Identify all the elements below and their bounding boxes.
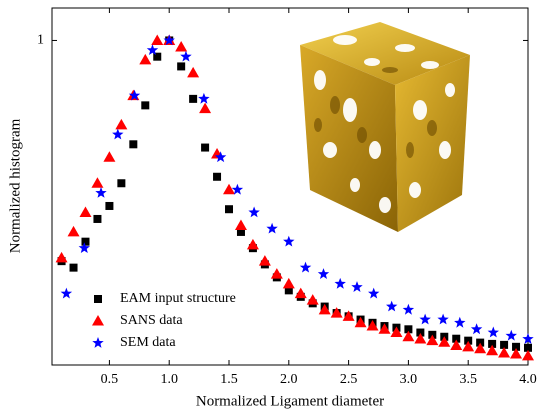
marker-triangle (295, 288, 307, 299)
marker-star (95, 187, 106, 198)
marker-triangle (498, 347, 510, 358)
marker-square (81, 238, 89, 246)
y-axis-title: Normalized histogram (7, 118, 23, 253)
marker-star (112, 129, 123, 140)
marker-triangle (510, 348, 522, 359)
x-axis-title: Normalized Ligament diameter (196, 393, 384, 409)
marker-star (266, 223, 277, 234)
marker-triangle (187, 67, 199, 78)
marker-star (419, 314, 431, 325)
marker-triangle (355, 317, 367, 328)
marker-star (454, 317, 465, 328)
legend-marker (92, 315, 104, 326)
marker-square (141, 101, 149, 109)
marker-triangle (115, 119, 127, 130)
marker-triangle (151, 34, 163, 45)
marker-square (213, 173, 221, 181)
marker-triangle (307, 294, 319, 305)
marker-star (488, 327, 499, 338)
chart: Normalized Ligament diameter Normalized … (0, 0, 539, 410)
marker-star (368, 288, 379, 299)
marker-star (403, 304, 414, 315)
marker-star (180, 51, 192, 62)
marker-star (248, 207, 259, 218)
legend-label: SEM data (120, 335, 176, 350)
marker-star (300, 262, 312, 273)
marker-triangle (139, 54, 151, 64)
marker-star (318, 268, 329, 279)
marker-square (225, 205, 233, 213)
x-tick-label: 1.0 (160, 372, 178, 387)
y-tick-label: 1 (37, 33, 44, 48)
page: {"chart_data": { "type": "scatter", "x_l… (0, 0, 539, 410)
legend-label: EAM input structure (120, 291, 236, 306)
x-tick-label: 0.5 (101, 372, 119, 387)
marker-triangle (331, 307, 343, 318)
marker-square (129, 140, 137, 148)
marker-star (61, 288, 73, 299)
x-tick-label: 4.0 (519, 372, 537, 387)
marker-star (471, 323, 482, 334)
marker-triangle (522, 350, 534, 361)
marker-square (93, 215, 101, 223)
foam-cube-image (300, 22, 470, 232)
marker-triangle (378, 323, 390, 334)
marker-star (283, 236, 294, 247)
marker-square (117, 179, 125, 187)
marker-star (506, 330, 518, 341)
marker-triangle (199, 103, 211, 114)
x-tick-label: 3.5 (459, 372, 477, 387)
marker-triangle (402, 331, 414, 342)
marker-square (201, 144, 209, 152)
x-tick-label: 3.0 (400, 372, 418, 387)
marker-triangle (343, 310, 355, 321)
marker-square (189, 95, 197, 103)
marker-star (351, 281, 362, 292)
marker-triangle (79, 206, 91, 217)
marker-triangle (319, 304, 331, 315)
x-tick-label: 2.5 (340, 372, 358, 387)
marker-triangle (414, 333, 426, 344)
marker-triangle (462, 341, 474, 352)
marker-star (386, 301, 397, 312)
marker-square (177, 62, 185, 70)
x-tick-label: 2.0 (280, 372, 298, 387)
marker-star (437, 314, 448, 325)
marker-triangle (68, 226, 80, 237)
marker-triangle (474, 343, 486, 354)
marker-triangle (259, 255, 271, 265)
marker-star (335, 278, 346, 289)
marker-triangle (175, 41, 187, 52)
marker-triangle (271, 268, 283, 279)
marker-square (105, 202, 113, 210)
marker-triangle (235, 219, 247, 230)
marker-star (198, 93, 209, 104)
legend-marker (94, 295, 102, 303)
legend-label: SANS data (120, 313, 183, 328)
marker-triangle (426, 335, 438, 346)
marker-triangle (247, 239, 259, 250)
marker-triangle (450, 340, 462, 351)
marker-triangle (486, 345, 498, 356)
x-tick-label: 1.5 (220, 372, 238, 387)
marker-triangle (103, 151, 115, 162)
marker-triangle (56, 252, 68, 263)
marker-triangle (91, 177, 103, 188)
marker-triangle (283, 278, 295, 289)
marker-square (70, 264, 78, 272)
legend-marker (92, 337, 103, 348)
marker-triangle (438, 336, 450, 347)
marker-triangle (367, 320, 379, 331)
marker-triangle (390, 327, 402, 338)
